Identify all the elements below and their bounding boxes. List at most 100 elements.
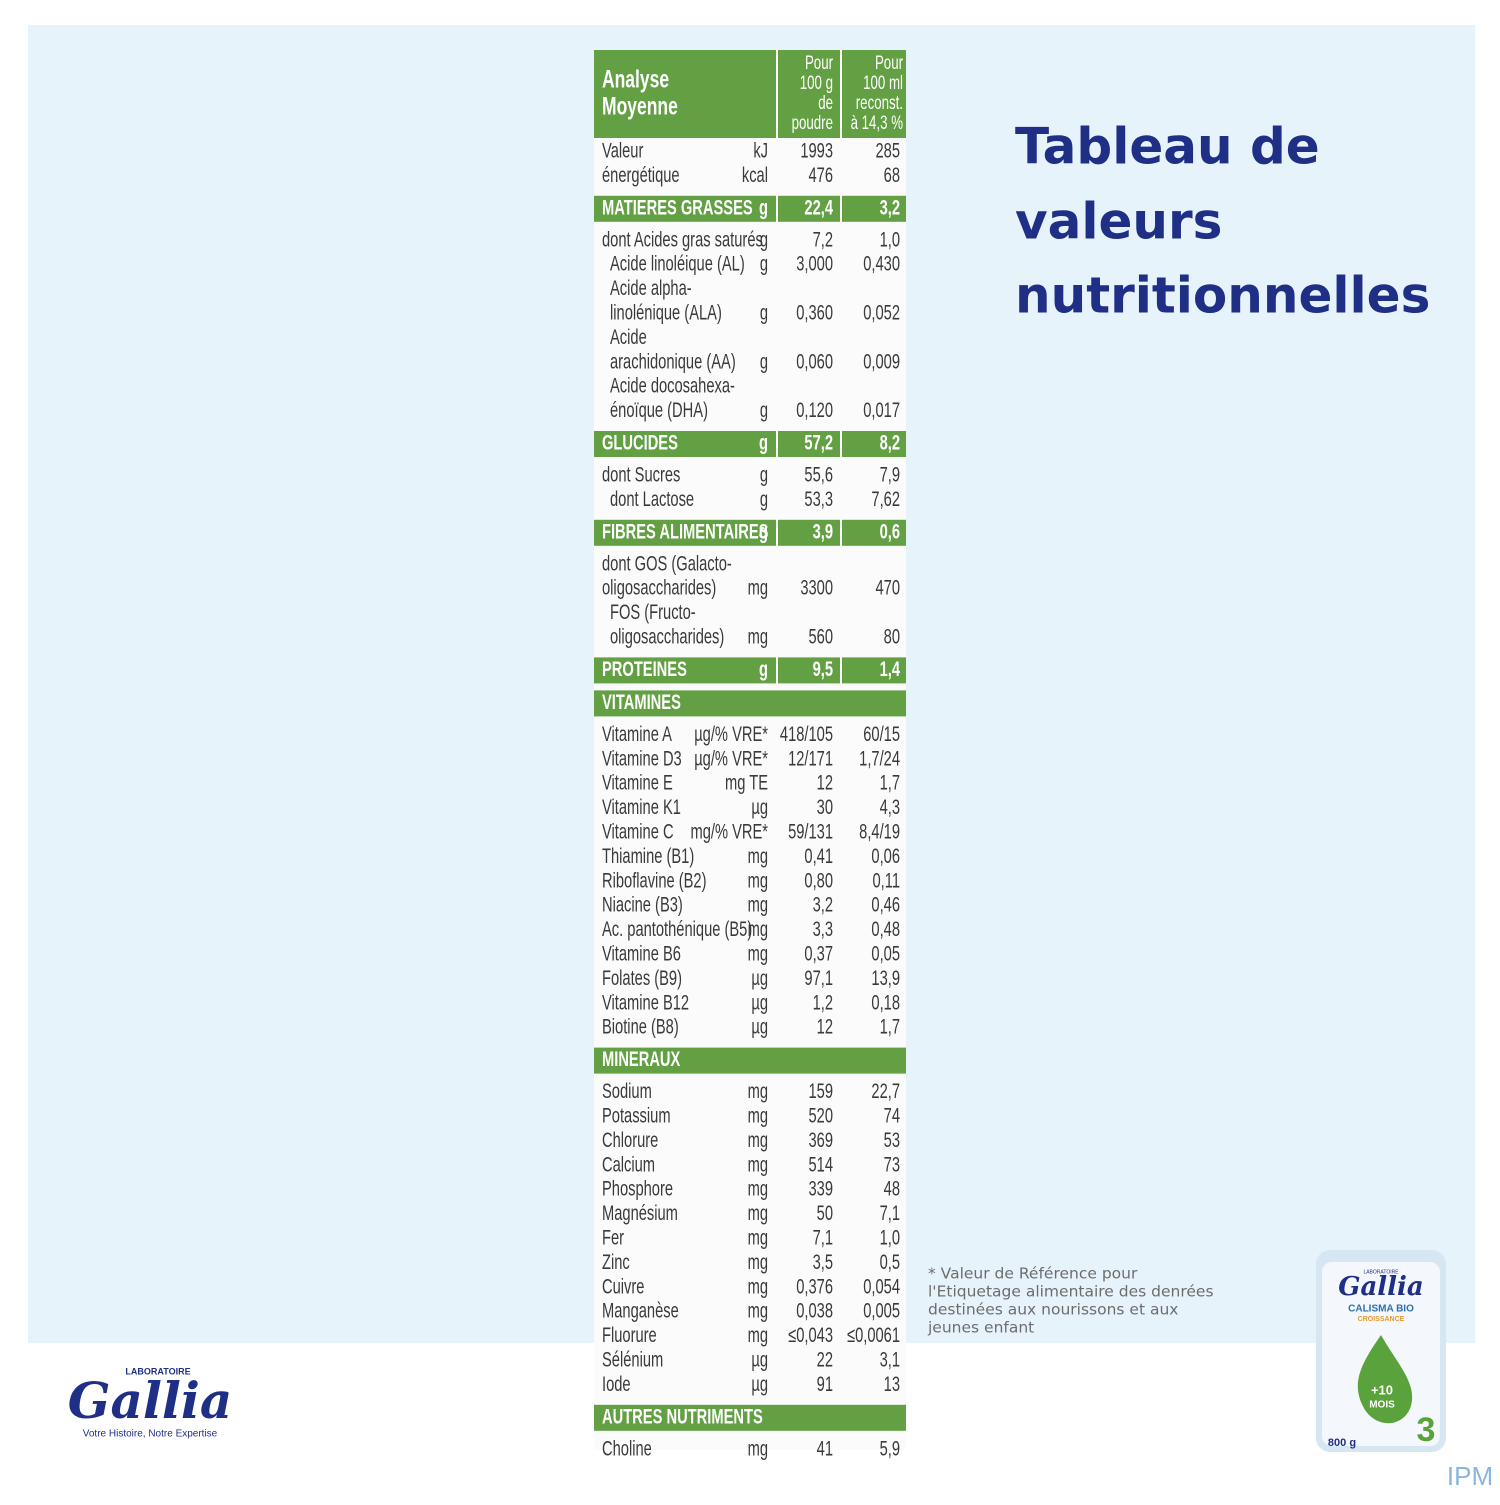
header-label-wrap: Moyenne xyxy=(602,91,678,120)
row-value-wrap: 41 xyxy=(817,1437,833,1460)
header-col: Pour xyxy=(875,53,903,74)
row-label: Phosphore xyxy=(602,1177,673,1200)
row-value: 0,18 xyxy=(871,991,900,1014)
header-cell xyxy=(778,50,840,138)
header-col-wrap: poudre xyxy=(792,113,833,134)
section-value: 0,6 xyxy=(880,520,900,543)
section-value: 1,4 xyxy=(880,657,900,680)
row-label-wrap: Chlorure xyxy=(602,1128,658,1151)
row-value-wrap: 1,2 xyxy=(813,991,833,1014)
row-value-wrap: 3,000 xyxy=(796,252,833,275)
row-label-wrap: énergétique xyxy=(602,163,680,186)
row-value-wrap: 8,4/19 xyxy=(859,820,900,843)
row-label: Niacine (B3) xyxy=(602,893,683,916)
section-bar xyxy=(594,519,776,546)
header-label: Moyenne xyxy=(602,91,678,120)
row-label-wrap: Iode xyxy=(602,1372,631,1395)
row-unit: mg xyxy=(748,1177,768,1200)
row-value: 1993 xyxy=(800,139,833,162)
row-value-wrap: 1,7/24 xyxy=(859,747,900,770)
section-label-wrap: FIBRES ALIMENTAIRES xyxy=(602,520,768,543)
row-label-wrap: Fer xyxy=(602,1226,624,1249)
row-label-wrap: Potassium xyxy=(602,1104,671,1127)
row-value-wrap: 30 xyxy=(817,796,833,819)
row-value-wrap: 0,5 xyxy=(880,1250,900,1273)
row-value-wrap: 53 xyxy=(884,1128,900,1151)
row-label-wrap: Biotine (B8) xyxy=(602,1015,679,1038)
row-unit-wrap: mg/% VRE* xyxy=(690,820,768,843)
row-unit-wrap: µg/% VRE* xyxy=(694,722,768,745)
row-unit: µg/% VRE* xyxy=(694,747,768,770)
row-unit: µg xyxy=(751,796,768,819)
row-value: 0,5 xyxy=(880,1250,900,1273)
row-label: Thiamine (B1) xyxy=(602,844,694,867)
row-label: Vitamine D3 xyxy=(602,747,682,770)
row-unit-wrap: mg xyxy=(748,1177,768,1200)
section-bar xyxy=(594,1047,906,1074)
header-col: Pour xyxy=(805,53,833,74)
row-value: 470 xyxy=(875,576,900,599)
row-value-wrap: 0,37 xyxy=(804,942,833,965)
row-unit: mg TE xyxy=(725,771,768,794)
row-value: 0,05 xyxy=(871,942,900,965)
row-unit-wrap: mg xyxy=(748,1250,768,1273)
row-value-wrap: 418/105 xyxy=(780,722,833,745)
row-label-wrap: FOS (Fructo- xyxy=(610,601,696,624)
row-value: 0,360 xyxy=(796,301,833,324)
row-label: Fer xyxy=(602,1226,624,1249)
section-bar xyxy=(778,657,840,684)
section-label: GLUCIDES xyxy=(602,431,678,454)
row-value-wrap: 3,3 xyxy=(813,918,833,941)
row-label: énoïque (DHA) xyxy=(610,399,708,422)
row-unit-wrap: g xyxy=(760,399,768,422)
row-unit-wrap: g xyxy=(760,463,768,486)
row-unit: mg xyxy=(748,1299,768,1322)
row-value: 514 xyxy=(808,1153,833,1176)
row-label: Valeur xyxy=(602,139,643,162)
section-label-wrap: GLUCIDES xyxy=(602,431,678,454)
row-label-wrap: Niacine (B3) xyxy=(602,893,683,916)
section-bar xyxy=(594,1404,906,1431)
row-unit: µg/% VRE* xyxy=(694,722,768,745)
logo-tagline: Votre Histoire, Notre Expertise xyxy=(83,1429,218,1440)
row-label: Vitamine K1 xyxy=(602,796,681,819)
row-label: Riboflavine (B2) xyxy=(602,869,706,892)
section-unit: g xyxy=(759,196,768,219)
row-label-wrap: énoïque (DHA) xyxy=(610,399,708,422)
row-unit: g xyxy=(760,399,768,422)
row-value-wrap: 7,9 xyxy=(880,463,900,486)
title-line: valeurs xyxy=(1015,193,1222,251)
row-label-wrap: Acide alpha- xyxy=(610,277,692,300)
row-value: 0,052 xyxy=(863,301,900,324)
row-value: 53 xyxy=(884,1128,900,1151)
section-value-wrap: 8,2 xyxy=(880,431,900,454)
row-value: 12 xyxy=(817,771,833,794)
row-unit-wrap: mg xyxy=(748,869,768,892)
row-unit-wrap: g xyxy=(760,350,768,373)
section-value-wrap: 57,2 xyxy=(804,431,833,454)
section-value: 8,2 xyxy=(880,431,900,454)
row-value-wrap: 339 xyxy=(808,1177,833,1200)
section-bar xyxy=(842,431,906,457)
row-label-wrap: Thiamine (B1) xyxy=(602,844,694,867)
row-label-wrap: Vitamine K1 xyxy=(602,796,681,819)
row-label: dont GOS (Galacto- xyxy=(602,552,732,575)
product-image: LABORATOIRE Gallia CALISMA BIO CROISSANC… xyxy=(1316,1250,1446,1452)
row-unit: mg xyxy=(748,869,768,892)
row-value: 520 xyxy=(808,1104,833,1127)
section-label: PROTEINES xyxy=(602,657,687,680)
row-unit-wrap: g xyxy=(760,487,768,510)
row-value: 1,7 xyxy=(880,1015,900,1038)
row-value-wrap: 0,120 xyxy=(796,399,833,422)
row-unit: mg xyxy=(748,1275,768,1298)
row-label-wrap: Riboflavine (B2) xyxy=(602,869,706,892)
row-value: 0,038 xyxy=(796,1299,833,1322)
row-value: 55,6 xyxy=(804,463,833,486)
row-value: 0,11 xyxy=(873,869,900,892)
row-unit-wrap: mg xyxy=(748,844,768,867)
row-label: Choline xyxy=(602,1437,652,1460)
row-unit: g xyxy=(760,252,768,275)
row-label: Potassium xyxy=(602,1104,671,1127)
